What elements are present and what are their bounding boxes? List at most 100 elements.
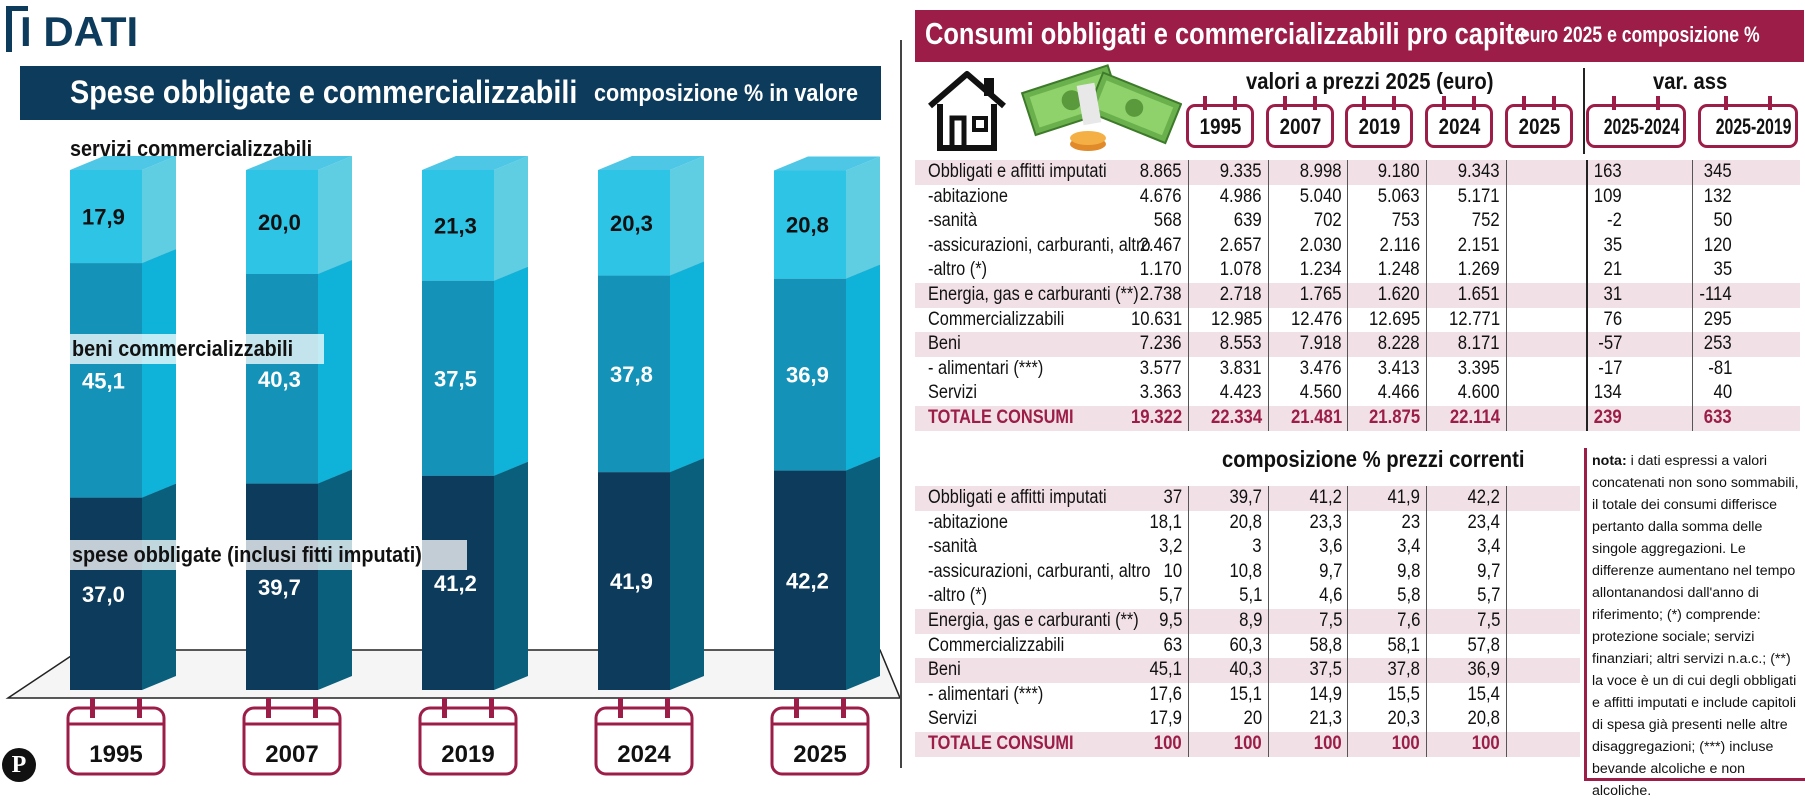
cell-value: 1.078 (1220, 259, 1262, 281)
bar-side (494, 156, 528, 281)
money-icon (1020, 64, 1182, 151)
cell-value: 36,9 (1467, 659, 1500, 681)
row-label: - alimentari (***) (928, 683, 1044, 705)
bar-front (70, 263, 142, 498)
bar-front (598, 170, 670, 276)
column-separator (1347, 486, 1348, 757)
calendar-ring (1442, 96, 1447, 110)
bar-front (70, 170, 142, 264)
row-label: Energia, gas e carburanti (**) (928, 610, 1139, 631)
cell-value: 5,7 (1158, 585, 1182, 607)
cell-value: 8.228 (1378, 333, 1420, 355)
column-separator (1347, 160, 1348, 431)
row-label: -assicurazioni, carburanti, altro (928, 234, 1151, 256)
row-label: -abitazione (928, 511, 1008, 533)
column-separator (1586, 160, 1588, 431)
cell-value: 5,8 (1396, 585, 1420, 607)
left-title-banner (20, 66, 881, 120)
row-shade (915, 283, 1800, 308)
row-label: TOTALE CONSUMI (928, 407, 1074, 428)
bar-side (142, 483, 176, 690)
row-label: Obbligati e affitti imputati (928, 487, 1107, 508)
cell-value: 40,3 (1229, 659, 1262, 681)
cell-value: 9.343 (1458, 161, 1500, 182)
right-title-banner (915, 10, 1804, 62)
label-obligated: spese obbligate (inclusi fitti imputati) (66, 540, 467, 570)
cell-value: 8.171 (1458, 333, 1500, 355)
calendar-ring (1203, 96, 1208, 110)
calendar-ring (1656, 96, 1660, 110)
cell-value: 9.335 (1220, 161, 1262, 182)
left-chart-title: Spese obbligate e commercializzabili (70, 74, 578, 110)
cell-value: 14,9 (1309, 683, 1342, 705)
bar-front (598, 472, 670, 690)
cell-value: 58,1 (1387, 634, 1420, 656)
cell-value: 31 (1603, 284, 1622, 305)
cell-value: 2.718 (1220, 284, 1262, 305)
data-label: 17,9 (82, 205, 125, 230)
cell-value: 253 (1704, 333, 1732, 355)
cell-value: 8,9 (1238, 610, 1262, 631)
cell-value: 22.114 (1449, 407, 1500, 428)
data-label: 20,8 (786, 213, 829, 238)
bar-front (246, 483, 318, 690)
year-label: 2025 (793, 741, 846, 768)
cell-value: 2.657 (1220, 234, 1262, 256)
left-chart-subtitle: composizione % in valore (594, 80, 859, 107)
cell-value: 1.248 (1378, 259, 1420, 281)
year-label: 2007 (265, 741, 318, 768)
cell-value: 20 (1243, 708, 1262, 730)
bar-front (422, 280, 494, 476)
bar-2024-series-2: 20,3 (598, 156, 704, 276)
right-table-title: Consumi obbligati e commercializzabili p… (925, 16, 1529, 51)
bar-front (774, 278, 846, 471)
cell-value: -57 (1597, 333, 1622, 355)
cell-value: 21 (1603, 259, 1622, 281)
bar-2007-series-1: 40,3 (246, 260, 352, 484)
cell-value: 15,1 (1229, 683, 1262, 705)
cell-value: 3,2 (1158, 536, 1182, 558)
row-label: Servizi (928, 708, 978, 730)
calendar-ring (1612, 96, 1616, 110)
col-header-2019: 2019 (1345, 104, 1413, 148)
cell-value: 3.363 (1140, 382, 1182, 404)
bar-2007-series-0: 39,7 (246, 469, 352, 690)
col-header-2025: 2025 (1505, 104, 1573, 148)
cell-value: 8.998 (1300, 161, 1342, 182)
cell-value: 17,9 (1149, 708, 1182, 730)
cell-value: 4,6 (1318, 585, 1342, 607)
row-shade (915, 609, 1580, 634)
cell-value: 3,4 (1476, 536, 1500, 558)
bar-side (846, 456, 880, 690)
cell-value: 41,2 (1309, 487, 1342, 508)
cell-value: 15,4 (1467, 683, 1500, 705)
cell-value: 1.234 (1300, 259, 1342, 281)
bar-side (846, 156, 880, 279)
section-var-heading: var. ass (1653, 68, 1728, 94)
bar-side (318, 156, 352, 274)
cell-value: 23,4 (1467, 511, 1500, 533)
cell-value: 7,5 (1318, 610, 1342, 631)
cell-value: 12.771 (1448, 308, 1500, 330)
data-label: 42,2 (786, 568, 829, 593)
table-note: nota: i dati espressi a valori concatena… (1592, 453, 1799, 799)
right-table-subtitle: euro 2025 e composizione % (1520, 22, 1760, 47)
note-box (1584, 448, 1805, 781)
cell-value: 4.986 (1220, 185, 1262, 207)
bar-1995-series-0: 37,0 (70, 483, 176, 690)
cell-value: 21.875 (1368, 407, 1420, 428)
cell-value: 2.738 (1140, 284, 1182, 305)
col-header-2007: 2007 (1266, 104, 1334, 148)
bar-2019-series-0: 41,2 (422, 461, 528, 690)
column-separator (1188, 486, 1189, 757)
cell-value: 7,5 (1476, 610, 1500, 631)
cell-value: 9,7 (1318, 560, 1342, 582)
bar-front (422, 170, 494, 281)
bar-front (774, 470, 846, 690)
cell-value: 23 (1401, 511, 1420, 533)
row-label: Servizi (928, 382, 978, 404)
cell-value: 63 (1163, 634, 1182, 656)
year-2019: 2019 (418, 698, 518, 776)
cell-value: 12.985 (1210, 308, 1262, 330)
cell-value: 7.918 (1300, 333, 1342, 355)
